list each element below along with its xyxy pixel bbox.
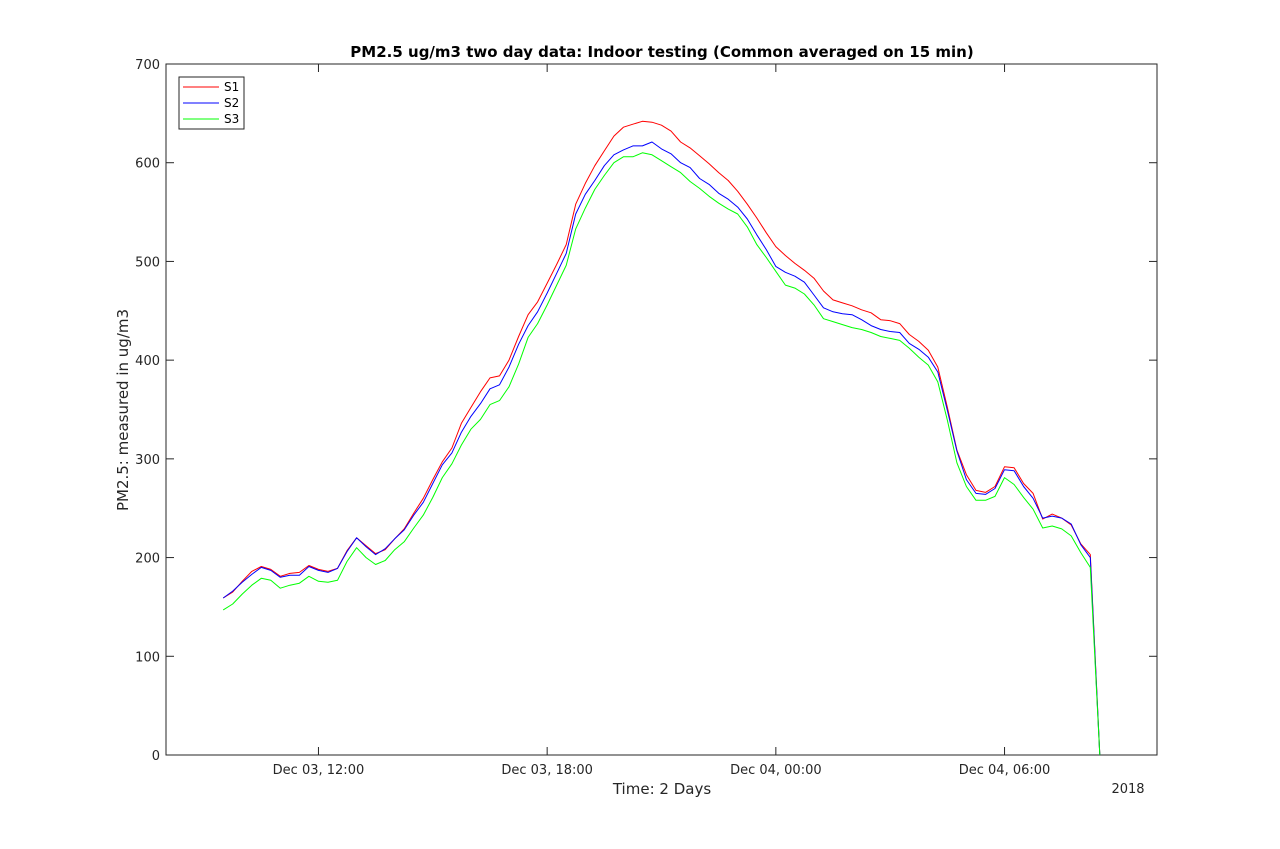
legend-label-s1: S1 bbox=[224, 80, 239, 94]
series-line-s2 bbox=[222, 141, 1101, 756]
y-tick-label: 600 bbox=[135, 157, 160, 172]
x-tick-label: Dec 03, 12:00 bbox=[273, 763, 365, 778]
y-axis-label: PM2.5: measured in ug/m3 bbox=[114, 309, 132, 511]
y-tick-label: 300 bbox=[135, 453, 160, 468]
legend: S1 S2 S3 bbox=[178, 76, 245, 130]
x-tick-label: Dec 04, 00:00 bbox=[730, 763, 822, 778]
axes-box bbox=[165, 63, 1158, 756]
x-tick-label: Dec 03, 18:00 bbox=[501, 763, 593, 778]
y-tick-label: 100 bbox=[135, 650, 160, 665]
x-tick-label: Dec 04, 06:00 bbox=[959, 763, 1051, 778]
x-axis-year-label: 2018 bbox=[1111, 782, 1144, 797]
chart-title: PM2.5 ug/m3 two day data: Indoor testing… bbox=[350, 43, 973, 61]
plot-area: 0 100 200 300 400 500 600 700 Dec 03, 12:00 Dec 0… bbox=[135, 58, 1158, 778]
legend-label-s3: S3 bbox=[224, 112, 239, 126]
y-tick-label: 200 bbox=[135, 552, 160, 567]
x-axis-label: Time: 2 Days bbox=[612, 780, 711, 798]
legend-label-s2: S2 bbox=[224, 96, 239, 110]
y-tick-label: 700 bbox=[135, 58, 160, 73]
y-tick-label: 500 bbox=[135, 255, 160, 270]
y-tick-label: 400 bbox=[135, 354, 160, 369]
series-line-s3 bbox=[222, 152, 1101, 756]
y-tick-label: 0 bbox=[152, 749, 160, 764]
